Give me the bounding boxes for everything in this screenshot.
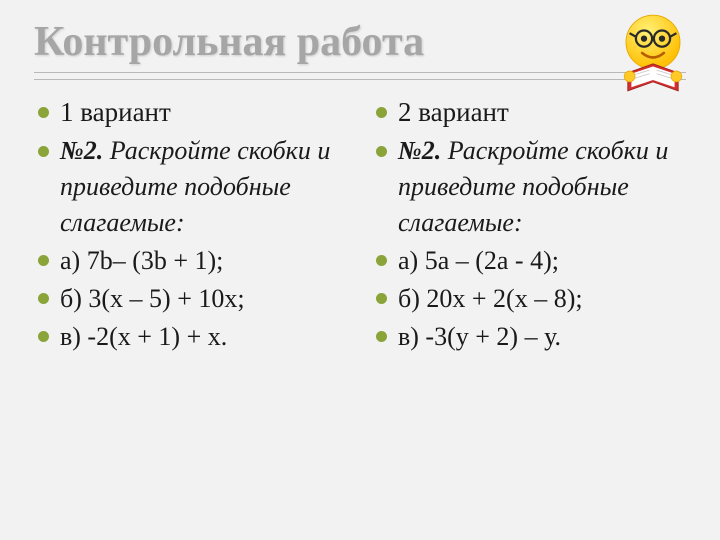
list-item: в) -2(х + 1) + х. bbox=[34, 319, 348, 355]
list-item: а) 5а – (2а - 4); bbox=[372, 243, 686, 279]
task-number: №2. bbox=[60, 136, 103, 165]
list-item: в) -3(у + 2) – у. bbox=[372, 319, 686, 355]
column-variant-2: 2 вариант №2. Раскройте скобки и приведи… bbox=[372, 94, 686, 357]
task-description: №2. Раскройте скобки и приведите подобны… bbox=[34, 133, 348, 241]
column-variant-1: 1 вариант №2. Раскройте скобки и приведи… bbox=[34, 94, 348, 357]
content-columns: 1 вариант №2. Раскройте скобки и приведи… bbox=[34, 94, 686, 357]
page-title: Контрольная работа bbox=[34, 18, 686, 66]
task-description: №2. Раскройте скобки и приведите подобны… bbox=[372, 133, 686, 241]
slide: Контрольная работа 1 вариант bbox=[0, 0, 720, 540]
list-item: б) 3(х – 5) + 10х; bbox=[34, 281, 348, 317]
list-item: а) 7b– (3b + 1); bbox=[34, 243, 348, 279]
task-number: №2. bbox=[398, 136, 441, 165]
list-variant-1: 1 вариант №2. Раскройте скобки и приведи… bbox=[34, 94, 348, 355]
variant-heading: 2 вариант bbox=[372, 94, 686, 131]
smiley-reading-icon bbox=[608, 8, 698, 98]
list-item: б) 20х + 2(х – 8); bbox=[372, 281, 686, 317]
divider bbox=[34, 79, 686, 80]
divider bbox=[34, 72, 686, 73]
variant-heading: 1 вариант bbox=[34, 94, 348, 131]
list-variant-2: 2 вариант №2. Раскройте скобки и приведи… bbox=[372, 94, 686, 355]
